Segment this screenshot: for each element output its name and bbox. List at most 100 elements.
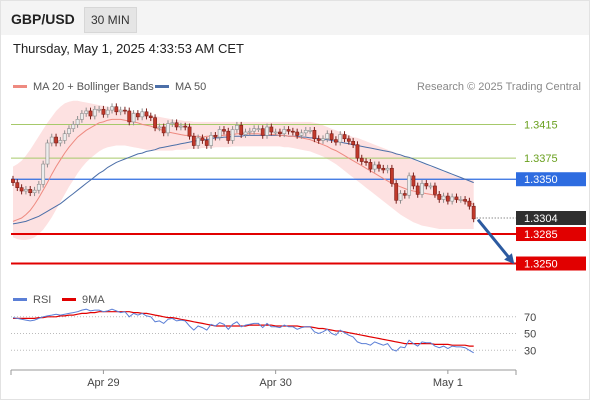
rsi-line	[12, 308, 474, 354]
candle-up	[256, 128, 261, 130]
candle-down	[278, 131, 282, 135]
candle-down	[312, 130, 317, 140]
candle-down	[316, 138, 321, 141]
candle-down	[88, 110, 93, 117]
candle-down	[226, 130, 231, 141]
candle-up	[131, 113, 136, 123]
support-tag-text: 1.3285	[524, 229, 558, 241]
candle-up	[105, 109, 110, 115]
candle-up	[372, 164, 377, 170]
candle-up	[179, 125, 183, 128]
candle-up	[67, 128, 71, 135]
candle-up	[49, 136, 54, 144]
candle-up	[217, 129, 222, 138]
candle-down	[433, 185, 437, 195]
candle-up	[303, 130, 308, 134]
candle-up	[247, 130, 252, 133]
time-tick-label: May 1	[433, 377, 463, 389]
candle-up	[84, 110, 89, 114]
candle-up	[282, 129, 287, 135]
resistance-label: 1.3415	[524, 119, 558, 131]
candle-down	[471, 205, 476, 220]
candle-down	[381, 167, 386, 171]
candle-up	[230, 129, 235, 141]
candle-down	[204, 140, 209, 146]
candle-down	[368, 162, 373, 170]
credit-text: Research © 2025 Trading Central	[417, 81, 581, 93]
header-bar: GBP/USD 30 MIN	[1, 1, 589, 35]
candle-down	[359, 157, 364, 162]
candle-down	[200, 137, 205, 141]
candle-down	[174, 122, 179, 128]
candle-down	[239, 124, 244, 135]
candle-up	[196, 137, 201, 146]
candle-down	[334, 139, 338, 143]
candle-down	[11, 178, 15, 183]
rsi-tick-label: 70	[524, 312, 536, 324]
candle-up	[265, 126, 269, 136]
candle-up	[234, 124, 239, 130]
candle-up	[209, 135, 213, 146]
symbol-title: GBP/USD	[11, 11, 75, 27]
candle-down	[187, 126, 192, 137]
time-tick-label: Apr 29	[87, 377, 119, 389]
candle-up	[308, 130, 312, 132]
last-price-tag-text: 1.3304	[524, 213, 558, 225]
candle-up	[170, 122, 175, 125]
candle-down	[153, 117, 157, 129]
candle-up	[299, 132, 304, 136]
candle-up	[41, 163, 46, 185]
candle-up	[325, 133, 330, 140]
candle-down	[295, 131, 300, 136]
candle-down	[437, 194, 442, 200]
candle-up	[110, 106, 114, 111]
candle-up	[252, 128, 257, 132]
bollinger-band-layer	[13, 100, 474, 240]
last-price-tag-box	[516, 211, 586, 225]
candle-down	[19, 187, 24, 192]
candle-down	[161, 126, 166, 134]
candle-down	[54, 136, 58, 144]
candle-down	[148, 115, 153, 118]
candle-down	[402, 193, 407, 196]
legend-swatch-ma20	[13, 85, 27, 88]
candle-up	[398, 193, 403, 201]
rsi-legend: RSI 9MA	[13, 294, 105, 306]
candle-up	[428, 185, 433, 188]
level-lines-layer	[11, 123, 516, 265]
pivot-tag-box	[516, 172, 586, 187]
candle-up	[62, 133, 67, 141]
candle-down	[346, 138, 351, 142]
candle-up	[157, 126, 162, 129]
candle-up	[92, 108, 97, 117]
candle-up	[338, 134, 343, 143]
candle-down	[364, 161, 368, 163]
candle-down	[454, 196, 459, 200]
candle-down	[355, 144, 360, 159]
candle-down	[329, 133, 334, 140]
candle-down	[191, 135, 196, 146]
candle-up	[71, 124, 76, 129]
candle-down	[123, 109, 127, 112]
interval-button[interactable]: 30 MIN	[84, 7, 137, 33]
candle-down	[394, 183, 399, 201]
candle-up	[450, 196, 455, 202]
candle-down	[15, 182, 20, 188]
candle-down	[377, 164, 381, 169]
candle-down	[286, 129, 291, 132]
candle-down	[101, 108, 106, 115]
candle-down	[389, 167, 394, 184]
legend-swatch-9ma	[62, 298, 76, 301]
candle-down	[183, 125, 188, 128]
candle-up	[45, 142, 50, 165]
candle-up	[118, 109, 123, 113]
candle-up	[458, 199, 463, 201]
support-tag-box	[516, 256, 586, 271]
candle-up	[407, 175, 412, 196]
candle-down	[269, 126, 274, 133]
legend-label-9ma: 9MA	[82, 294, 105, 306]
candle-down	[135, 113, 140, 118]
candle-up	[273, 131, 278, 134]
candle-up	[58, 140, 63, 144]
